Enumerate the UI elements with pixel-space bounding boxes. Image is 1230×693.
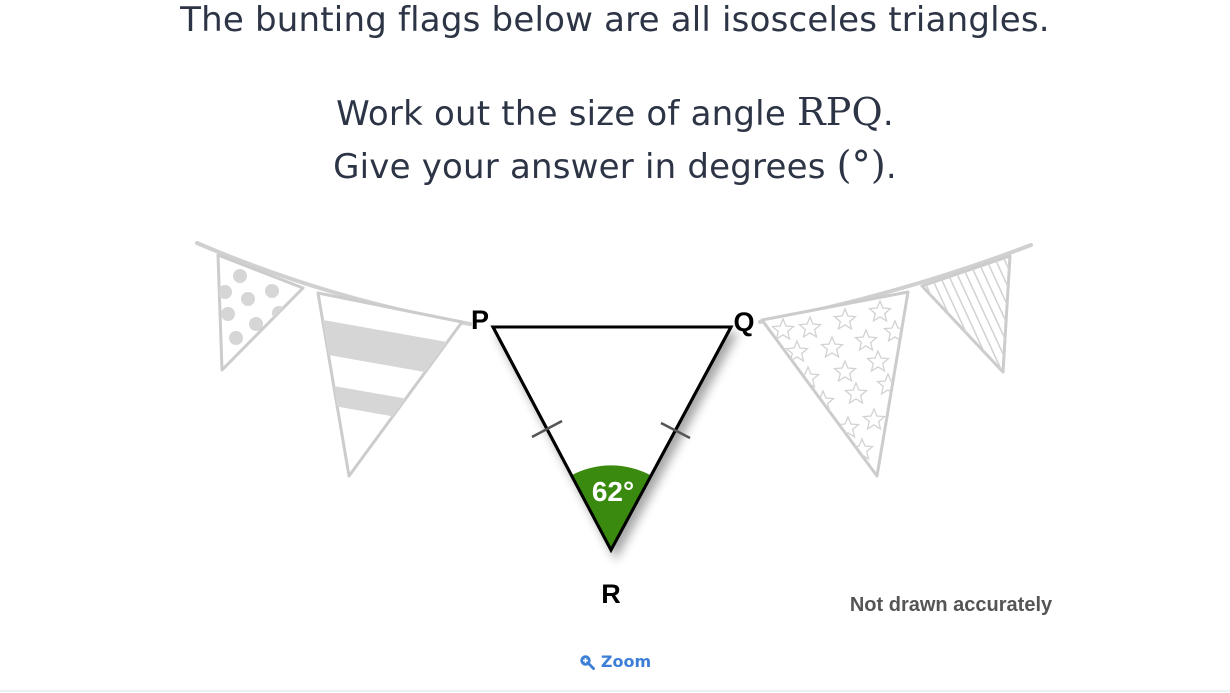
flag-star-3 <box>867 299 893 323</box>
question-intro-text: The bunting flags below are all isoscele… <box>180 0 1050 40</box>
flag-star-6 <box>853 328 879 352</box>
flag-star-14 <box>835 415 861 439</box>
flag-hatch-line-13 <box>1027 250 1087 380</box>
question-units-text: Give your answer in degrees <box>333 147 837 187</box>
triangle-pqr-outline <box>490 325 734 554</box>
question-intro: The bunting flags below are all isoscele… <box>0 0 1230 40</box>
flag-star-12 <box>843 381 869 405</box>
angle-r-sector <box>570 465 652 550</box>
degree-symbol-math: (°) <box>836 143 886 187</box>
flag-hatch-line-11 <box>1008 256 1010 372</box>
zoom-in-icon <box>580 654 595 670</box>
zoom-label: Zoom <box>600 652 652 671</box>
flag-star-1 <box>797 315 823 339</box>
vertex-label-q: Q <box>733 307 754 337</box>
vertex-label-p: P <box>471 305 489 335</box>
flag-starred <box>760 290 910 478</box>
tick-mark-pr <box>531 419 563 439</box>
zoom-button[interactable]: Zoom <box>579 652 651 671</box>
flag-hatch-line-10 <box>999 256 1010 372</box>
flag-star-9 <box>832 359 858 383</box>
flag-hatch-line-7 <box>972 256 1010 372</box>
question-task-text: Work out the size of angle <box>336 94 797 134</box>
flag-dotted <box>216 253 305 372</box>
question-units: Give your answer in degrees (°). <box>0 143 1230 187</box>
flag-star-5 <box>819 335 845 359</box>
flag-striped <box>316 291 464 478</box>
flag-hatch-line-9 <box>990 256 1010 372</box>
flag-star-0 <box>770 317 796 341</box>
flag-hatch-line-6 <box>963 256 1010 372</box>
flag-star-4 <box>784 339 810 363</box>
flag-star-2 <box>832 307 858 331</box>
angle-name-math: RPQ <box>796 90 883 134</box>
flag-hatch-line-12 <box>1018 250 1078 380</box>
flag-hatched <box>920 250 1087 380</box>
flag-hatch-line-8 <box>981 256 1010 372</box>
vertex-label-r: R <box>601 579 621 609</box>
flag-star-15 <box>861 407 887 431</box>
question-task: Work out the size of angle RPQ. <box>0 90 1230 134</box>
angle-value-label: 62° <box>592 476 634 507</box>
question-units-end: . <box>885 147 897 187</box>
question-task-end: . <box>882 94 894 134</box>
bottom-divider <box>0 690 1230 692</box>
tick-mark-qr <box>660 421 691 440</box>
not-to-scale-note: Not drawn accurately <box>850 594 1053 616</box>
zoom-container: Zoom <box>0 652 1230 674</box>
flag-star-10 <box>865 349 891 373</box>
